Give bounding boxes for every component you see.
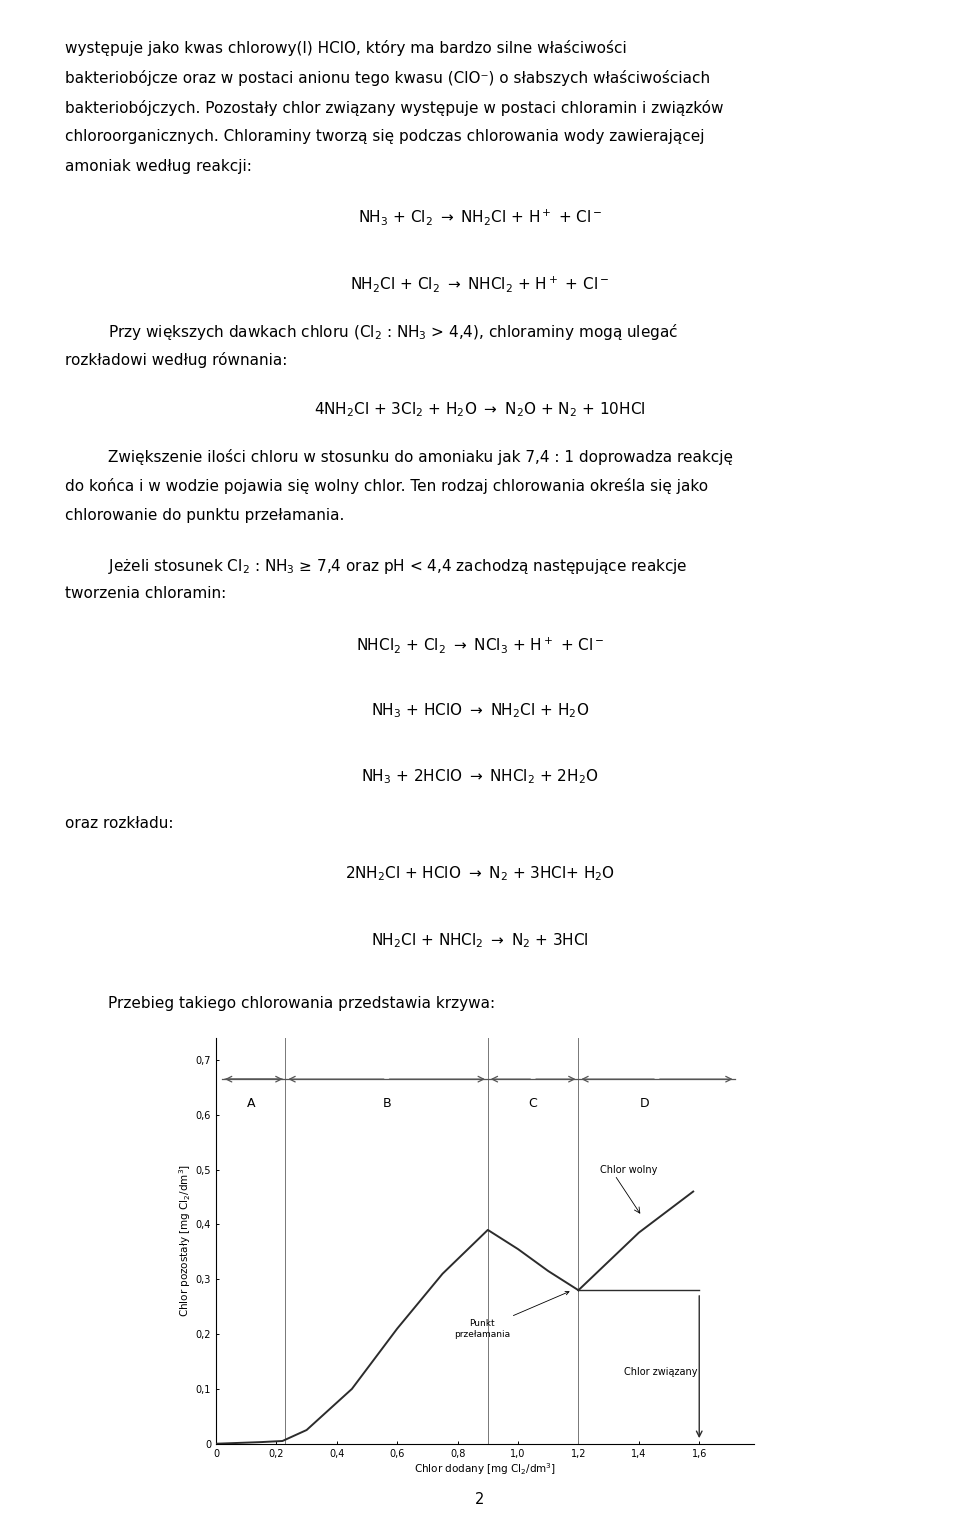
Text: Punkt
przełamania: Punkt przełamania — [454, 1292, 569, 1338]
Text: Zwiększenie ilości chloru w stosunku do amoniaku jak 7,4 : 1 doprowadza reakcję: Zwiększenie ilości chloru w stosunku do … — [108, 449, 733, 464]
Text: 2NH$_2$Cl + HClO $\rightarrow$ N$_2$ + 3HCl+ H$_2$O: 2NH$_2$Cl + HClO $\rightarrow$ N$_2$ + 3… — [345, 863, 615, 883]
Text: NH$_2$Cl + Cl$_2$ $\rightarrow$ NHCl$_2$ + H$^+$ + Cl$^-$: NH$_2$Cl + Cl$_2$ $\rightarrow$ NHCl$_2$… — [350, 274, 610, 294]
Text: tworzenia chloramin:: tworzenia chloramin: — [65, 586, 227, 602]
Text: C: C — [529, 1098, 538, 1110]
X-axis label: Chlor dodany [mg Cl$_2$/dm$^3$]: Chlor dodany [mg Cl$_2$/dm$^3$] — [414, 1462, 556, 1477]
Text: B: B — [382, 1098, 391, 1110]
Text: do końca i w wodzie pojawia się wolny chlor. Ten rodzaj chlorowania określa się : do końca i w wodzie pojawia się wolny ch… — [65, 478, 708, 495]
Text: chlorowanie do punktu przełamania.: chlorowanie do punktu przełamania. — [65, 508, 345, 524]
Text: Chlor związany: Chlor związany — [624, 1367, 697, 1378]
Text: bakteriobójcze oraz w postaci anionu tego kwasu (ClO⁻) o słabszych właściwościac: bakteriobójcze oraz w postaci anionu teg… — [65, 69, 710, 86]
Text: chloroorganicznych. Chloraminy tworzą się podczas chlorowania wody zawierającej: chloroorganicznych. Chloraminy tworzą si… — [65, 129, 705, 144]
Text: rozkładowi według równania:: rozkładowi według równania: — [65, 352, 288, 367]
Text: 4NH$_2$Cl + 3Cl$_2$ + H$_2$O $\rightarrow$ N$_2$O + N$_2$ + 10HCl: 4NH$_2$Cl + 3Cl$_2$ + H$_2$O $\rightarro… — [314, 400, 646, 419]
Text: oraz rozkładu:: oraz rozkładu: — [65, 816, 174, 831]
Text: Chlor wolny: Chlor wolny — [600, 1165, 657, 1174]
Text: NH$_3$ + 2HClO $\rightarrow$ NHCl$_2$ + 2H$_2$O: NH$_3$ + 2HClO $\rightarrow$ NHCl$_2$ + … — [361, 767, 599, 787]
Text: NH$_3$ + HClO $\rightarrow$ NH$_2$Cl + H$_2$O: NH$_3$ + HClO $\rightarrow$ NH$_2$Cl + H… — [371, 701, 589, 720]
Text: bakteriobójczych. Pozostały chlor związany występuje w postaci chloramin i związ: bakteriobójczych. Pozostały chlor związa… — [65, 100, 724, 115]
Text: NH$_3$ + Cl$_2$ $\rightarrow$ NH$_2$Cl + H$^+$ + Cl$^-$: NH$_3$ + Cl$_2$ $\rightarrow$ NH$_2$Cl +… — [358, 207, 602, 228]
Text: Jeżeli stosunek Cl$_2$ : NH$_3$ ≥ 7,4 oraz pH < 4,4 zachodzą następujące reakcje: Jeżeli stosunek Cl$_2$ : NH$_3$ ≥ 7,4 or… — [108, 556, 688, 576]
Text: amoniak według reakcji:: amoniak według reakcji: — [65, 159, 252, 175]
Text: Przebieg takiego chlorowania przedstawia krzywa:: Przebieg takiego chlorowania przedstawia… — [108, 995, 495, 1010]
Text: D: D — [640, 1098, 650, 1110]
Text: 2: 2 — [475, 1491, 485, 1507]
Text: występuje jako kwas chlorowy(I) HClO, który ma bardzo silne właściwości: występuje jako kwas chlorowy(I) HClO, kt… — [65, 40, 627, 55]
Text: NHCl$_2$ + Cl$_2$ $\rightarrow$ NCl$_3$ + H$^+$ + Cl$^-$: NHCl$_2$ + Cl$_2$ $\rightarrow$ NCl$_3$ … — [356, 634, 604, 655]
Text: Przy większych dawkach chloru (Cl$_2$ : NH$_3$ > 4,4), chloraminy mogą ulegać: Przy większych dawkach chloru (Cl$_2$ : … — [108, 322, 679, 343]
Y-axis label: Chlor pozostały [mg Cl$_2$/dm$^3$]: Chlor pozostały [mg Cl$_2$/dm$^3$] — [177, 1164, 193, 1318]
Text: A: A — [247, 1098, 255, 1110]
Text: NH$_2$Cl + NHCl$_2$ $\rightarrow$ N$_2$ + 3HCl: NH$_2$Cl + NHCl$_2$ $\rightarrow$ N$_2$ … — [372, 931, 588, 949]
